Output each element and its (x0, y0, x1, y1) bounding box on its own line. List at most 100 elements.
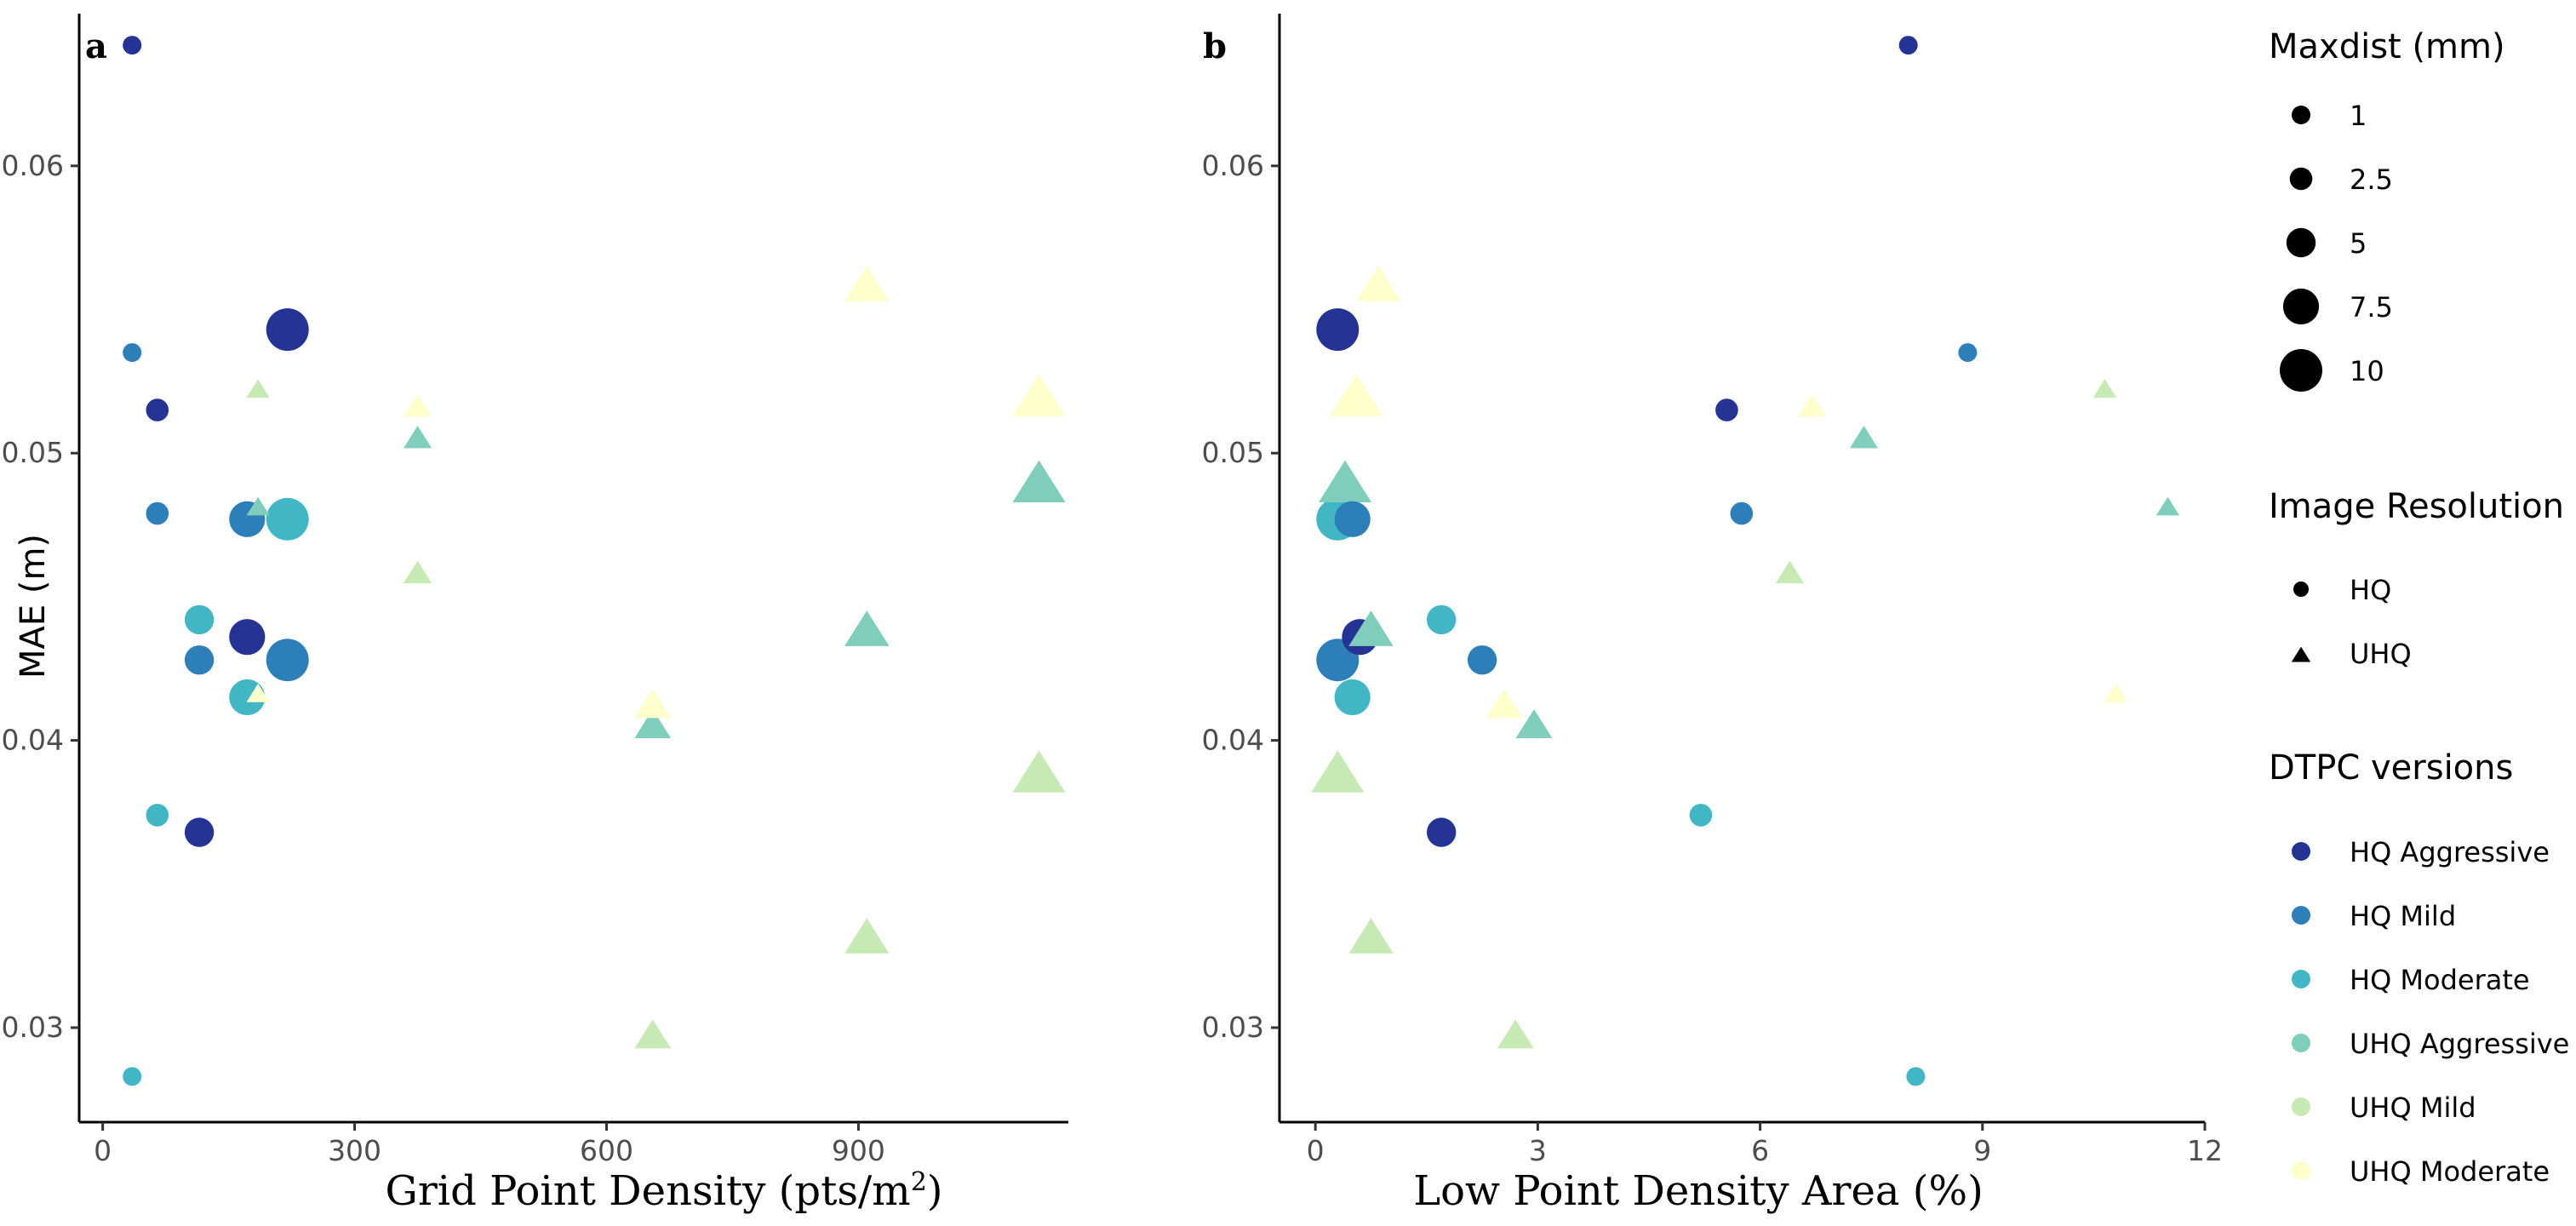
data-point-uhq-moderate (1012, 374, 1066, 416)
legend-resolution-label: UHQ (2350, 638, 2412, 670)
data-point-uhq-aggressive (2155, 496, 2180, 516)
x-tick-label: 0 (1307, 1134, 1325, 1167)
data-point-hq-moderate (184, 604, 215, 635)
y-tick-label: 0.05 (2, 436, 64, 469)
data-point-hq-aggressive (229, 619, 266, 656)
data-point-uhq-moderate (1330, 374, 1383, 416)
legend-resolution-entries: HQ UHQ (2291, 574, 2412, 670)
legend-maxdist-key (2292, 106, 2310, 124)
data-point-hq-mild (184, 645, 215, 675)
legend-maxdist-key (2289, 167, 2313, 191)
data-point-hq-aggressive (146, 398, 169, 421)
legend-maxdist-title: Maxdist (mm) (2269, 27, 2505, 66)
data-point-uhq-moderate (2104, 684, 2128, 702)
data-point-hq-moderate (146, 804, 169, 827)
data-point-hq-moderate (1427, 604, 1457, 635)
x-tick-label: 12 (2187, 1134, 2223, 1167)
panel-b-label: b (1203, 26, 1227, 66)
legend-versions-key (2292, 906, 2310, 925)
data-point-uhq-moderate (246, 684, 270, 702)
legend-versions-label: UHQ Moderate (2350, 1155, 2550, 1188)
y-tick-label: 0.06 (2, 149, 64, 182)
data-point-uhq-mild (634, 1019, 672, 1049)
legend-versions-title: DTPC versions (2269, 748, 2513, 788)
x-tick-label: 600 (580, 1134, 633, 1167)
data-point-uhq-aggressive (1012, 460, 1066, 502)
legend-maxdist-label: 10 (2350, 355, 2384, 387)
legend-versions-label: HQ Aggressive (2350, 836, 2550, 868)
panel-b: b 0 3 6 9 12 0.03 0.04 0.05 0.06 Low Point Densi… (1202, 14, 2223, 1215)
legend-versions-label: HQ Mild (2350, 900, 2456, 932)
data-point-uhq-mild (1497, 1019, 1534, 1049)
legend-resolution-title: Image Resolution (2269, 487, 2564, 526)
x-tick-label: 900 (832, 1134, 885, 1167)
data-point-uhq-mild (844, 918, 890, 954)
panel-a-y-axis-title: MAE (m) (14, 534, 53, 679)
y-tick-label: 0.04 (2, 724, 64, 757)
data-point-hq-aggressive (1715, 398, 1738, 421)
data-point-hq-aggressive (266, 308, 309, 352)
x-tick-label: 0 (94, 1134, 112, 1167)
y-tick-label: 0.03 (2, 1011, 64, 1044)
legend-versions-label: UHQ Aggressive (2350, 1028, 2569, 1060)
data-point-uhq-moderate (1485, 689, 1523, 719)
legend-resolution-key (2293, 581, 2309, 597)
data-point-hq-moderate (1906, 1067, 1926, 1086)
data-point-hq-moderate (123, 1067, 142, 1086)
legend-maxdist-label: 2.5 (2350, 163, 2393, 196)
legend: Maxdist (mm) 1 2.5 5 7.5 10 Image Resolution… (2269, 27, 2569, 1188)
legend-versions-key (2292, 1034, 2310, 1052)
legend-resolution-label: HQ (2350, 574, 2391, 606)
y-tick-label: 0.03 (1202, 1011, 1264, 1044)
panel-a-points (123, 36, 1066, 1086)
legend-maxdist-label: 5 (2350, 227, 2367, 260)
legend-versions-key (2292, 970, 2310, 988)
legend-versions-label: HQ Moderate (2350, 964, 2530, 996)
legend-maxdist-entries: 1 2.5 5 7.5 10 (2280, 100, 2393, 392)
x-tick-label: 300 (328, 1134, 381, 1167)
data-point-uhq-aggressive (1319, 460, 1372, 502)
data-point-hq-moderate (1689, 804, 1713, 827)
data-point-uhq-mild (246, 379, 270, 398)
data-point-hq-mild (1467, 645, 1497, 675)
legend-maxdist-label: 1 (2350, 100, 2367, 132)
x-tick-label: 3 (1529, 1134, 1547, 1167)
legend-resolution-key (2291, 646, 2311, 662)
data-point-hq-mild (1730, 501, 1754, 525)
data-point-hq-aggressive (1427, 817, 1457, 847)
data-point-uhq-mild (404, 560, 432, 583)
legend-versions-key (2292, 1161, 2310, 1180)
y-tick-label: 0.04 (1202, 724, 1264, 757)
data-point-uhq-aggressive (1515, 709, 1553, 738)
data-point-hq-aggressive (1316, 308, 1360, 352)
data-point-uhq-mild (1348, 918, 1394, 954)
panel-b-x-axis-title: Low Point Density Area (%) (1413, 1167, 1984, 1215)
panel-a-x-axis-title: Grid Point Density (pts/m2) (385, 1167, 942, 1216)
data-point-hq-moderate (1334, 679, 1371, 716)
legend-versions-entries: HQ Aggressive HQ Mild HQ Moderate UHQ Aggre… (2292, 836, 2569, 1188)
data-point-uhq-moderate (404, 393, 432, 417)
data-point-uhq-mild (2092, 379, 2117, 398)
y-tick-label: 0.06 (1202, 149, 1264, 182)
data-point-uhq-moderate (1798, 393, 1827, 417)
data-point-hq-mild (1334, 501, 1371, 537)
legend-maxdist-key (2280, 349, 2322, 392)
data-point-hq-aggressive (184, 817, 215, 847)
panel-b-points (1311, 36, 2180, 1086)
data-point-uhq-aggressive (634, 709, 672, 738)
panel-a: a 0 300 600 900 0.03 0.04 0.05 0.06 Grid Point … (2, 14, 1068, 1215)
data-point-uhq-moderate (844, 266, 890, 301)
data-point-uhq-moderate (1356, 266, 1401, 301)
data-point-hq-moderate (266, 497, 309, 541)
data-point-hq-mild (123, 343, 142, 363)
x-tick-label: 6 (1751, 1134, 1769, 1167)
panel-a-label: a (85, 26, 107, 66)
legend-versions-key (2292, 842, 2310, 861)
data-point-hq-mild (1958, 343, 1978, 363)
legend-maxdist-key (2282, 288, 2320, 325)
y-tick-label: 0.05 (1202, 436, 1264, 469)
panel-b-ticks: 0 3 6 9 12 0.03 0.04 0.05 0.06 (1202, 149, 2223, 1167)
data-point-uhq-mild (1775, 560, 1804, 583)
data-point-uhq-aggressive (404, 426, 432, 449)
